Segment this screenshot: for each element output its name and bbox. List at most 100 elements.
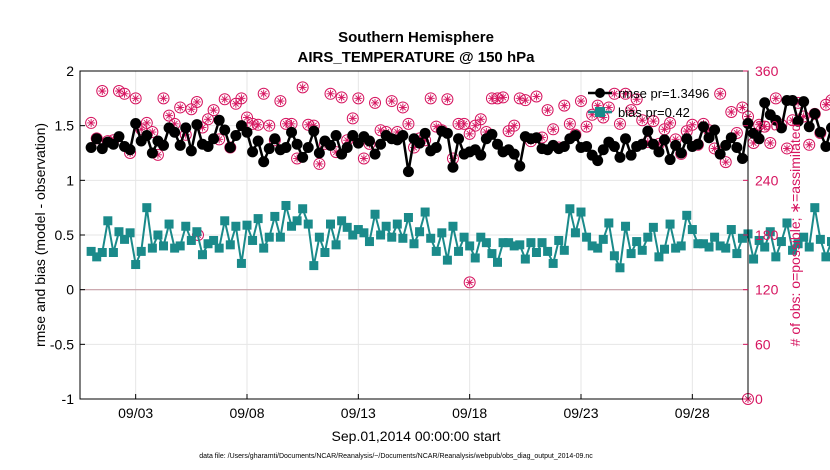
bias-point	[225, 240, 235, 250]
obs-assimilated-marker	[160, 95, 167, 102]
bias-point	[92, 252, 102, 262]
bias-point	[253, 214, 263, 224]
bias-point	[103, 216, 113, 226]
obs-assimilated-marker	[605, 104, 612, 111]
obs-assimilated-marker	[360, 155, 368, 162]
rmse-point	[608, 140, 620, 152]
bias-point	[582, 232, 592, 242]
obs-possible-marker	[385, 95, 398, 108]
obs-possible-marker	[85, 116, 98, 129]
rmse-point	[530, 132, 542, 144]
rmse-point	[297, 151, 309, 163]
obs-possible-marker	[96, 85, 109, 98]
rmse-point	[514, 160, 526, 172]
bias-point	[326, 219, 335, 229]
obs-assimilated-marker	[822, 101, 830, 108]
chart-title: Southern Hemisphere	[338, 29, 494, 46]
bias-point	[821, 252, 830, 262]
bias-point	[170, 243, 180, 253]
bias-point	[604, 218, 614, 228]
y2-tick-label: 360	[755, 63, 779, 79]
y-tick-label: 0.5	[55, 227, 75, 243]
obs-count-point	[352, 92, 365, 105]
obs-assimilated-marker	[266, 122, 273, 129]
rmse-point	[820, 140, 830, 152]
rmse-point	[636, 138, 648, 150]
bias-point	[370, 209, 380, 219]
bias-point	[186, 235, 196, 245]
obs-possible-marker	[274, 95, 287, 108]
obs-possible-marker	[764, 136, 777, 149]
obs-count-point	[357, 152, 370, 165]
obs-assimilated-marker	[394, 128, 401, 136]
obs-count-point	[719, 156, 732, 169]
obs-possible-marker	[714, 87, 727, 100]
rmse-point	[191, 119, 203, 131]
obs-possible-marker	[218, 93, 231, 106]
rmse-point	[486, 128, 498, 140]
bias-point	[676, 241, 686, 251]
obs-count-point	[140, 116, 153, 129]
obs-assimilated-marker	[193, 98, 201, 106]
obs-count-point	[803, 138, 816, 151]
bias-point	[392, 219, 402, 229]
obs-assimilated-marker	[522, 97, 529, 104]
bias-point	[431, 246, 441, 256]
y2-tick-label: 240	[755, 172, 779, 188]
obs-assimilated-marker	[616, 120, 624, 127]
rmse-point	[620, 133, 632, 145]
obs-possible-marker	[157, 92, 170, 105]
rmse-point	[675, 147, 687, 159]
obs-assimilated-marker	[577, 97, 585, 105]
bias-point	[320, 247, 330, 257]
bias-point	[153, 230, 163, 240]
obs-assimilated-marker	[717, 90, 724, 97]
y2-tick-label: 300	[755, 118, 779, 134]
obs-assimilated-marker	[221, 96, 228, 103]
rmse-point	[302, 142, 314, 154]
bias-point	[726, 225, 736, 235]
bias-point	[465, 241, 475, 251]
obs-count-point	[335, 91, 348, 104]
rmse-point	[402, 166, 414, 178]
bias-point	[509, 241, 519, 251]
obs-possible-marker	[619, 87, 632, 100]
obs-count-point	[129, 92, 142, 105]
x-tick-label: 09/03	[118, 405, 153, 421]
obs-count-point	[441, 93, 454, 106]
rmse-point	[330, 130, 342, 142]
obs-possible-marker	[630, 93, 643, 106]
bias-point	[665, 219, 675, 229]
bias-point	[626, 249, 636, 259]
obs-count-point	[613, 117, 626, 130]
rmse-point	[736, 152, 748, 164]
bias-point	[159, 241, 168, 251]
bias-point	[732, 249, 742, 259]
obs-assimilated-marker	[188, 106, 195, 113]
rmse-point	[625, 149, 637, 161]
bias-point	[715, 241, 725, 251]
obs-possible-marker	[780, 142, 793, 155]
bias-point	[259, 243, 269, 253]
x-tick-label: 09/28	[675, 405, 710, 421]
rmse-point	[369, 148, 381, 160]
y-tick-label: 1.5	[55, 118, 75, 134]
obs-possible-marker	[758, 120, 771, 133]
rmse-point	[224, 142, 236, 154]
rmse-point	[308, 125, 320, 137]
obs-possible-marker	[803, 138, 816, 151]
obs-assimilated-marker	[427, 95, 434, 102]
bias-point	[442, 255, 452, 265]
bias-point	[721, 243, 731, 253]
rmse-point	[208, 133, 220, 145]
bias-point	[615, 263, 625, 273]
bias-point	[353, 225, 363, 235]
rmse-point	[614, 151, 626, 163]
bias-point	[108, 247, 118, 257]
obs-count-point	[647, 115, 660, 128]
bias-point	[637, 245, 647, 255]
rmse-point	[363, 135, 375, 147]
obs-assimilated-marker	[444, 96, 451, 103]
obs-possible-marker	[190, 95, 203, 108]
rmse-point	[158, 139, 169, 151]
